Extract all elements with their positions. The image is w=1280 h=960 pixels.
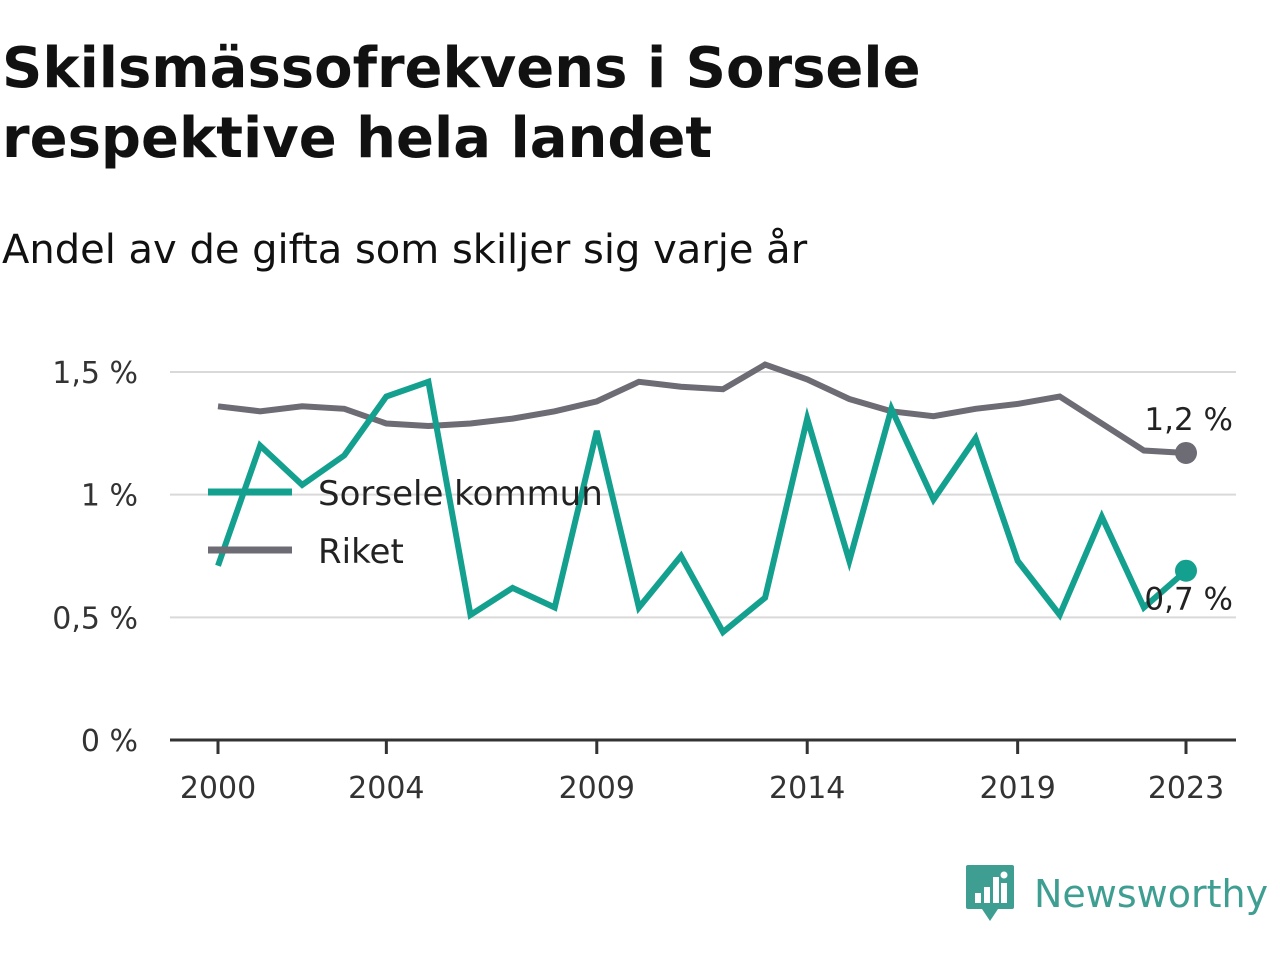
brand: Newsworthy: [964, 862, 1268, 926]
x-tick-label: 2023: [1148, 771, 1224, 806]
legend-label-sorsele: Sorsele kommun: [318, 474, 603, 514]
x-tick-label: 2014: [769, 771, 845, 806]
chart-title: Skilsmässofrekvens i Sorsele respektive …: [2, 36, 921, 171]
x-tick-label: 2000: [180, 771, 256, 806]
y-tick-label: 0 %: [81, 724, 138, 759]
x-tick-label: 2019: [979, 771, 1055, 806]
x-tick-label: 2009: [559, 771, 635, 806]
legend-label-riket: Riket: [318, 532, 404, 572]
end-marker-sorsele: [1175, 559, 1197, 582]
end-markers: 0,7 % 1,2 %: [1144, 402, 1233, 618]
y-tick-label: 0,5 %: [52, 601, 138, 636]
end-marker-riket: [1175, 441, 1197, 464]
x-tick-label: 2004: [348, 771, 424, 806]
legend: Sorsele kommun Riket: [208, 474, 603, 572]
newsworthy-logo-icon: [966, 865, 1014, 921]
end-label-riket: 1,2 %: [1144, 402, 1233, 438]
x-axis: 2000 2004 2009 2014 2019 2023: [170, 738, 1236, 806]
series-lines: [215, 361, 1188, 637]
brand-name: Newsworthy: [1034, 872, 1269, 916]
y-axis-ticks: 0 % 0,5 % 1 % 1,5 %: [52, 356, 138, 759]
y-tick-label: 1,5 %: [52, 356, 138, 391]
end-label-sorsele: 0,7 %: [1144, 582, 1233, 618]
series-line-riket: [217, 361, 1187, 456]
y-tick-label: 1 %: [81, 479, 138, 514]
chart-subtitle: Andel av de gifta som skiljer sig varje …: [2, 227, 808, 273]
series-line-sorsele: [215, 377, 1188, 637]
line-chart: 0 % 0,5 % 1 % 1,5 % 2000 2004 2009 2014 2019 202…: [52, 356, 1236, 806]
